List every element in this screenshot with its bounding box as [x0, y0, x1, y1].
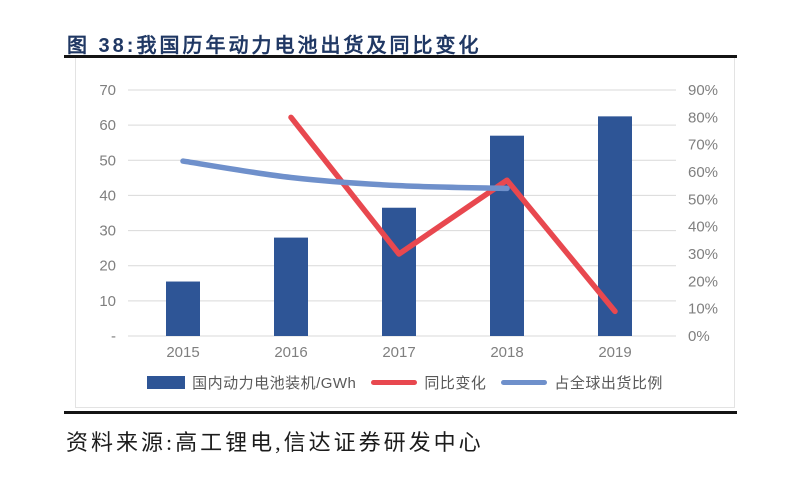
legend-label-yoy-change: 同比变化	[424, 375, 487, 392]
x-axis-label: 2015	[166, 344, 199, 361]
left-axis-tick: 50	[99, 152, 116, 169]
left-axis-tick: 60	[99, 117, 116, 134]
right-axis-tick: 30%	[688, 246, 718, 263]
bar-series-swatch	[147, 376, 186, 389]
bar-2019	[598, 116, 632, 336]
right-axis-tick: 90%	[688, 82, 718, 99]
left-axis-tick: 30	[99, 223, 116, 240]
right-axis-tick: 50%	[688, 191, 718, 208]
bottom-divider-rule	[64, 411, 737, 414]
right-axis-tick: 20%	[688, 273, 718, 290]
right-axis-tick: 60%	[688, 164, 718, 181]
chart-legend: 国内动力电池装机/GWh 同比变化 占全球出货比例	[76, 372, 734, 393]
left-axis-tick: -	[111, 328, 116, 345]
right-axis-tick: 80%	[688, 109, 718, 126]
legend-item-global-share: 占全球出货比例	[501, 372, 663, 393]
figure-title: 图 38:我国历年动力电池出货及同比变化	[67, 35, 482, 57]
combo-chart: - 10 20 30 40 50 60 70 0% 10% 20% 30% 40% 50% 60% 70% 80…	[99, 82, 718, 361]
line-series-0	[288, 114, 618, 315]
title-divider-rule	[64, 55, 737, 58]
legend-label-battery-installations: 国内动力电池装机/GWh	[192, 375, 357, 392]
right-axis-tick: 70%	[688, 137, 718, 154]
source-note: 资料来源:高工锂电,信达证券研发中心	[66, 430, 484, 455]
legend-label-global-share: 占全球出货比例	[554, 375, 663, 392]
right-axis-tick: 10%	[688, 301, 718, 318]
x-axis-label: 2016	[274, 344, 307, 361]
bar-2017	[382, 207, 416, 336]
left-axis-tick: 20	[99, 258, 116, 275]
bar-2015	[166, 281, 200, 336]
bar-2018	[490, 135, 524, 336]
legend-item-yoy-change: 同比变化	[371, 372, 486, 393]
global-share-line-swatch	[501, 380, 548, 385]
right-axis-tick: 0%	[688, 328, 710, 345]
x-axis-label: 2018	[490, 344, 523, 361]
right-axis-tick: 40%	[688, 219, 718, 236]
x-axis-label: 2019	[598, 344, 631, 361]
chart-container: - 10 20 30 40 50 60 70 0% 10% 20% 30% 40% 50% 60% 70% 80…	[75, 58, 735, 408]
bar-2016	[274, 237, 308, 336]
x-axis-label: 2017	[382, 344, 415, 361]
yoy-line-swatch	[371, 380, 418, 385]
left-axis-tick: 10	[99, 293, 116, 310]
line-series-1	[180, 158, 510, 192]
legend-item-battery-installations: 国内动力电池装机/GWh	[147, 372, 356, 393]
left-axis-tick: 70	[99, 82, 116, 99]
left-axis-tick: 40	[99, 187, 116, 204]
